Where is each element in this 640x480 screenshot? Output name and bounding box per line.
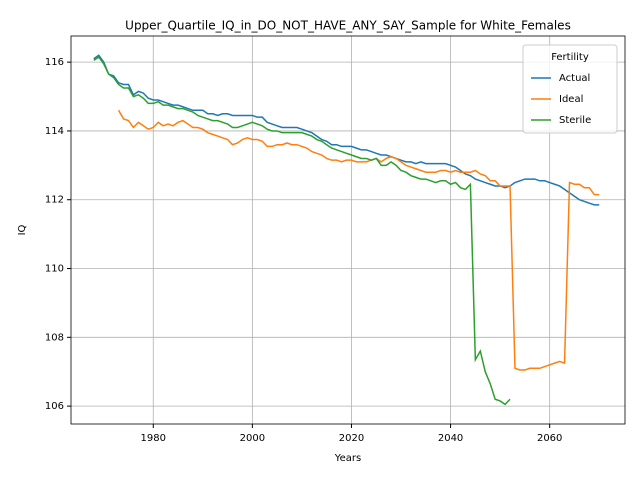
y-tick-label: 112 (45, 195, 64, 206)
legend-label: Ideal (559, 94, 583, 105)
y-tick-label: 106 (45, 401, 64, 412)
x-tick-label: 2040 (438, 433, 463, 444)
plot-frame (70, 35, 626, 425)
legend-label: Actual (559, 73, 590, 84)
x-tick-label: 2000 (240, 433, 265, 444)
y-axis-label: IQ (17, 224, 28, 235)
y-tick-label: 114 (45, 126, 64, 137)
y-tick-label: 116 (45, 57, 64, 68)
y-tick-label: 108 (45, 332, 64, 343)
x-tick-label: 2060 (537, 433, 562, 444)
y-tick-label: 110 (45, 264, 64, 275)
series-line (93, 54, 600, 206)
series-line (117, 109, 600, 371)
x-axis-label: Years (334, 453, 361, 464)
chart-title: Upper_Quartile_IQ_in_DO_NOT_HAVE_ANY_SAY… (125, 19, 571, 33)
legend-title: Fertility (551, 52, 589, 63)
legend-label: Sterile (559, 115, 591, 126)
x-tick-label: 1980 (141, 433, 166, 444)
legend-box (522, 44, 618, 134)
x-tick-label: 2020 (339, 433, 364, 444)
series-line (93, 55, 511, 406)
